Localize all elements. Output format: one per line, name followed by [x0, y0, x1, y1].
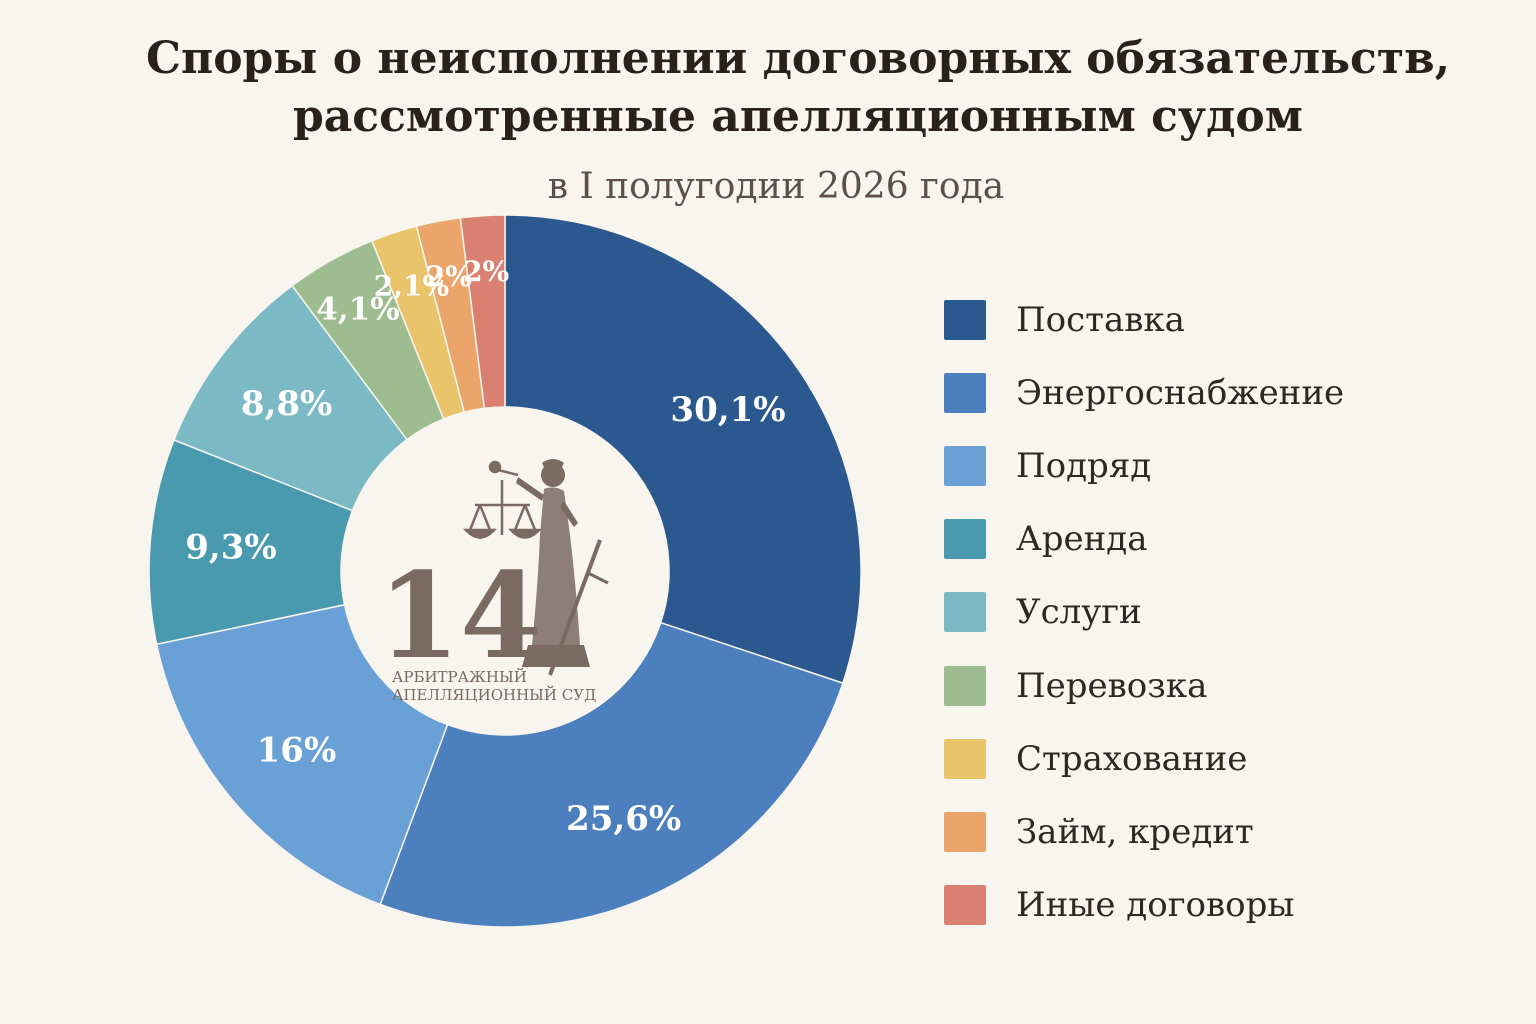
slice-label-6: 4,1% — [316, 291, 399, 327]
legend-label: Энергоснабжение — [1016, 372, 1345, 413]
legend-item-4: Аренда — [944, 503, 1344, 576]
legend-swatch — [944, 738, 986, 779]
slice-label-9: 2% — [463, 255, 509, 288]
slice-labels: 30,1%25,6%16%9,3%8,8%4,1%2,1%2%2% — [185, 255, 785, 839]
chart-title-line-1: Споры о неисполнении договорных обязател… — [145, 33, 1451, 84]
legend-swatch — [944, 445, 986, 486]
legend-swatch — [944, 592, 986, 633]
scales-of-justice-icon — [463, 460, 542, 539]
donut-chart: 30,1%25,6%16%9,3%8,8%4,1%2,1%2%2% 14 — [148, 214, 862, 928]
legend-item-5: Услуги — [944, 576, 1344, 649]
legend-swatch — [944, 665, 986, 706]
donut-slices — [148, 214, 862, 928]
legend-item-8: Займ, кредит — [944, 795, 1344, 868]
legend-item-1: Поставка — [944, 283, 1344, 356]
legend-label: Иные договоры — [1016, 885, 1295, 926]
chart-title: Споры о неисполнении договорных обязател… — [0, 30, 1536, 146]
slice-label-7: 2,1% — [374, 269, 449, 302]
slice-label-4: 9,3% — [185, 528, 276, 568]
legend-item-9: Иные договоры — [944, 869, 1344, 942]
legend-label: Страхование — [1016, 738, 1248, 779]
legend-swatch — [944, 519, 986, 560]
legend-swatch — [944, 811, 986, 852]
legend-item-2: Энергоснабжение — [944, 356, 1344, 429]
themis-figure-icon — [516, 459, 609, 676]
slice-label-3: 16% — [257, 730, 337, 770]
legend-label: Аренда — [1016, 519, 1148, 560]
chart-subtitle: в I полугодии 2026 года — [547, 166, 1005, 207]
legend-swatch — [944, 885, 986, 926]
legend-swatch — [944, 372, 986, 413]
emblem-line-1: АРБИТРАЖНЫЙ — [392, 667, 527, 686]
legend-label: Подряд — [1016, 445, 1152, 486]
slice-label-5: 8,8% — [241, 384, 332, 424]
legend-label: Поставка — [1016, 299, 1185, 340]
emblem-line-2: АПЕЛЛЯЦИОННЫЙ СУД — [392, 685, 596, 704]
legend-swatch — [944, 299, 986, 340]
legend-label: Услуги — [1016, 592, 1142, 633]
legend-label: Займ, кредит — [1016, 811, 1254, 852]
legend-item-3: Подряд — [944, 429, 1344, 502]
donut-hole — [341, 407, 669, 735]
emblem-number: 14 — [378, 546, 542, 685]
slice-label-2: 25,6% — [566, 799, 681, 839]
court-emblem: 14 АРБИТРАЖНЫЙ АПЕЛЛЯЦИОННЫЙ СУД — [378, 459, 609, 704]
legend-item-6: Перевозка — [944, 649, 1344, 722]
legend-item-7: Страхование — [944, 722, 1344, 795]
legend-label: Перевозка — [1016, 665, 1208, 706]
chart-legend: Поставка Энергоснабжение Подряд Аренда Услуг… — [944, 283, 1344, 942]
chart-title-line-2: рассмотренные апелляционным судом — [293, 91, 1303, 142]
slice-label-1: 30,1% — [670, 390, 785, 430]
slice-label-8: 2% — [426, 260, 472, 293]
